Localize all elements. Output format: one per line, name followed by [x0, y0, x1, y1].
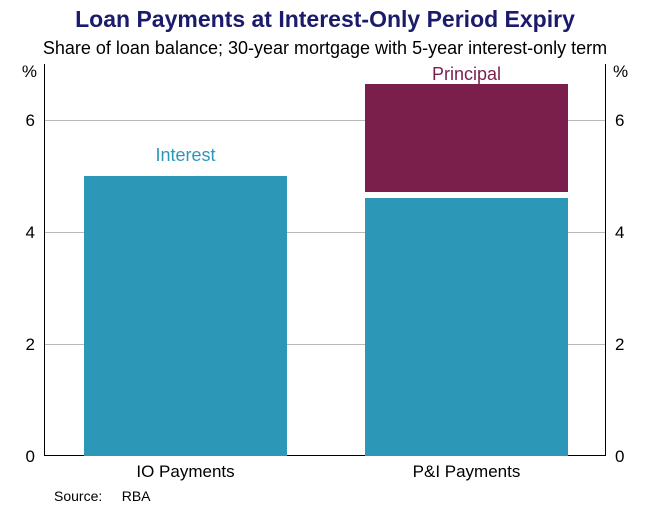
- source-text: RBA: [122, 488, 151, 504]
- category-label: P&I Payments: [413, 462, 521, 482]
- source-prefix: Source:: [54, 488, 102, 504]
- y-unit-left: %: [22, 62, 37, 82]
- y-tick-left: 0: [26, 447, 35, 467]
- y-unit-right: %: [613, 62, 628, 82]
- y-tick-left: 4: [26, 223, 35, 243]
- chart-subtitle: Share of loan balance; 30-year mortgage …: [0, 38, 650, 59]
- chart-title: Loan Payments at Interest-Only Period Ex…: [0, 6, 650, 33]
- y-tick-right: 0: [615, 447, 624, 467]
- y-tick-right: 4: [615, 223, 624, 243]
- series-label-interest: Interest: [155, 145, 215, 166]
- plot-area: 00224466%%IO PaymentsP&I PaymentsInteres…: [44, 64, 606, 456]
- chart-source: Source: RBA: [54, 488, 151, 504]
- series-label-principal: Principal: [432, 64, 501, 85]
- category-label: IO Payments: [136, 462, 234, 482]
- bar-interest: [365, 198, 567, 456]
- y-tick-left: 2: [26, 335, 35, 355]
- y-tick-right: 6: [615, 111, 624, 131]
- chart-container: Loan Payments at Interest-Only Period Ex…: [0, 0, 650, 517]
- bar-interest: [84, 176, 286, 456]
- bar-principal: [365, 84, 567, 193]
- y-tick-left: 6: [26, 111, 35, 131]
- y-tick-right: 2: [615, 335, 624, 355]
